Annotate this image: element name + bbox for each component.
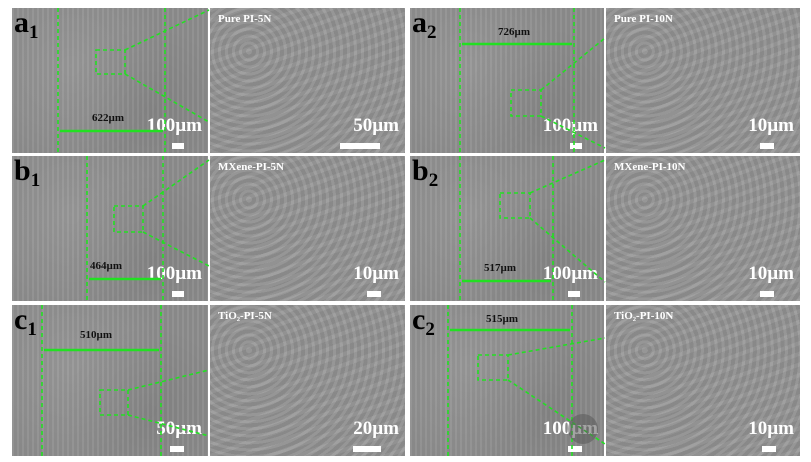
label-letter: a [14,8,29,39]
panel-b1: b1 100µm [12,156,208,301]
label-sub: 1 [27,319,37,340]
label-letter: c [412,305,426,336]
scale-label: 10µm [748,418,794,439]
watermark-logo-icon [568,414,598,444]
zoom-connector-line [142,159,210,207]
scale-bar [353,446,381,452]
distance-label-c1: 510µm [80,329,113,341]
distance-label-b2: 517µm [484,262,517,274]
zoom-region-box [95,49,126,75]
panel-label: c1 [14,305,37,339]
scale-label: 100µm [542,263,598,284]
zoom-connector-line [127,369,210,391]
panel-label: b2 [412,156,438,190]
scale-bar [170,446,184,452]
scale-label: 10µm [353,263,399,284]
panel-b1-zoom: MXene-PI-5N 10µm [210,156,405,301]
scale-bar [760,291,774,297]
panel-title: Pure PI-10N [614,13,673,25]
zoom-region-box [113,205,144,233]
panel-c1-zoom: TiO₂-PI-5N 20µm [210,305,405,456]
panel-a2: a2 100µm [410,8,604,153]
scale-bar [568,446,582,452]
scale-bar [760,143,774,149]
panel-title: MXene-PI-5N [218,161,284,173]
zoom-region-box [477,354,509,381]
zoom-connector-line [127,414,210,437]
scale-label: 100µm [542,115,598,136]
label-sub: 2 [427,22,437,43]
scale-bar [570,143,582,149]
panel-title: Pure PI-5N [218,13,272,25]
scale-bar [172,291,184,297]
zoom-region-box [99,389,129,416]
scale-label: 50µm [353,115,399,136]
scale-label: 20µm [353,418,399,439]
label-sub: 1 [29,22,39,43]
zoom-connector-line [142,231,210,267]
label-letter: b [412,156,429,187]
panel-label: b1 [14,156,40,190]
panel-label: c2 [412,305,435,339]
panel-b2: b2 100µm [410,156,604,301]
scale-bar [340,143,380,149]
panel-c2-zoom: TiO₂-PI-10N 10µm [606,305,800,456]
panel-a1-zoom: Pure PI-5N 50µm [210,8,405,153]
panel-label: a2 [412,8,437,42]
distance-label-a1: 622µm [92,112,125,124]
zoom-region-box [510,89,542,117]
label-letter: b [14,156,31,187]
zoom-connector-line [529,217,606,283]
distance-label-a2: 726µm [498,26,531,38]
label-sub: 1 [30,170,41,191]
panel-label: a1 [14,8,39,42]
panel-title: TiO₂-PI-5N [218,310,272,322]
panel-title: TiO₂-PI-10N [614,310,674,322]
zoom-connector-line [540,115,606,149]
distance-label-c2: 515µm [486,313,519,325]
panel-title: MXene-PI-10N [614,161,686,173]
panel-a2-zoom: Pure PI-10N 10µm [606,8,800,153]
zoom-connector-line [507,337,606,356]
zoom-connector-line [529,159,606,194]
panel-a1: a1 100µm [12,8,208,153]
panel-b2-zoom: MXene-PI-10N 10µm [606,156,800,301]
scale-label: 10µm [748,263,794,284]
zoom-connector-line [124,9,210,51]
zoom-connector-line [124,73,210,123]
distance-label-b1: 464µm [90,260,123,272]
label-sub: 2 [428,170,439,191]
panel-c1: c1 50µm [12,305,208,456]
zoom-region-box [499,192,531,219]
label-letter: a [412,8,427,39]
label-sub: 2 [425,319,435,340]
scale-bar [367,291,381,297]
label-letter: c [14,305,28,336]
scale-bar [568,291,580,297]
zoom-connector-line [540,37,606,91]
scale-bar [762,446,776,452]
scale-label: 10µm [748,115,794,136]
zoom-connector-line [507,379,606,445]
scale-bar [172,143,184,149]
